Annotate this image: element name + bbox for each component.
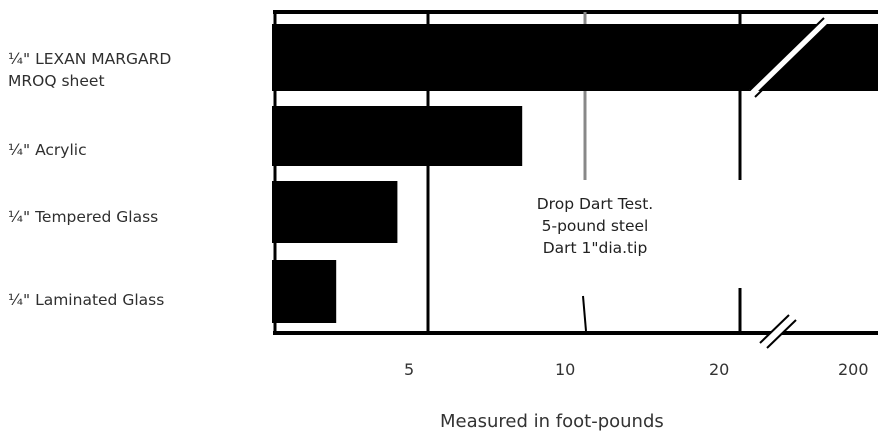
bar-tempered bbox=[272, 181, 398, 243]
category-label-lexan: ¼" LEXAN MARGARD MROQ sheet bbox=[8, 50, 172, 90]
x-tick-label-200: 200 bbox=[838, 360, 869, 379]
bar-lexan bbox=[272, 24, 878, 91]
x-tick-label-10: 10 bbox=[555, 360, 576, 379]
category-label-tempered: ¼" Tempered Glass bbox=[8, 208, 159, 226]
annotation-line-3: Dart 1"dia.tip bbox=[542, 239, 648, 257]
gridline-10-lower bbox=[582, 295, 587, 332]
annotation-line-2: 5-pound steel bbox=[541, 217, 649, 235]
annotation-line-1: Drop Dart Test. bbox=[536, 195, 654, 213]
category-label-acrylic: ¼" Acrylic bbox=[8, 141, 87, 159]
x-axis-label: Measured in foot-pounds bbox=[440, 411, 664, 432]
x-tick-label-5: 5 bbox=[404, 360, 415, 379]
x-tick-label-20: 20 bbox=[709, 360, 730, 379]
axis-break-mark bbox=[749, 17, 830, 98]
axis-break-mark-bottom bbox=[759, 313, 797, 349]
test-annotation: Drop Dart Test. 5-pound steel Dart 1"dia… bbox=[510, 193, 680, 259]
bar-laminated bbox=[272, 260, 337, 323]
bar-acrylic bbox=[272, 106, 523, 166]
category-label-laminated: ¼" Laminated Glass bbox=[8, 291, 165, 309]
